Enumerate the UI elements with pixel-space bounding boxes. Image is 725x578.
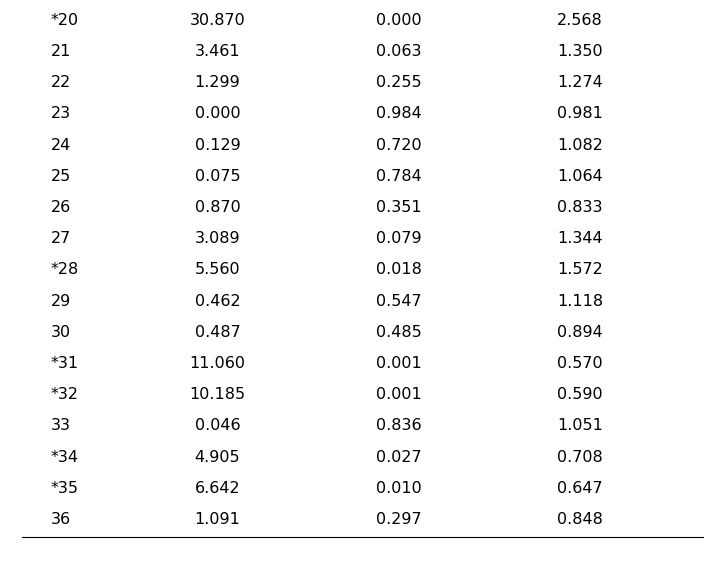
Text: 0.848: 0.848 [557, 512, 603, 527]
Text: 0.027: 0.027 [376, 450, 421, 465]
Text: 33: 33 [51, 418, 71, 434]
Text: 29: 29 [51, 294, 71, 309]
Text: 1.274: 1.274 [557, 75, 603, 90]
Text: 24: 24 [51, 138, 71, 153]
Text: 0.297: 0.297 [376, 512, 421, 527]
Text: 25: 25 [51, 169, 71, 184]
Text: 0.129: 0.129 [194, 138, 241, 153]
Text: 1.051: 1.051 [557, 418, 603, 434]
Text: 27: 27 [51, 231, 71, 246]
Text: 0.001: 0.001 [376, 356, 422, 371]
Text: 1.064: 1.064 [557, 169, 603, 184]
Text: *20: *20 [51, 13, 79, 28]
Text: 0.708: 0.708 [557, 450, 603, 465]
Text: 26: 26 [51, 200, 71, 215]
Text: 5.560: 5.560 [195, 262, 240, 277]
Text: 21: 21 [51, 44, 71, 59]
Text: 0.462: 0.462 [195, 294, 240, 309]
Text: 0.870: 0.870 [194, 200, 241, 215]
Text: 22: 22 [51, 75, 71, 90]
Text: 11.060: 11.060 [189, 356, 246, 371]
Text: 0.010: 0.010 [376, 481, 422, 496]
Text: 0.784: 0.784 [376, 169, 422, 184]
Text: 2.568: 2.568 [557, 13, 603, 28]
Text: 0.000: 0.000 [376, 13, 421, 28]
Text: 1.299: 1.299 [194, 75, 241, 90]
Text: 1.350: 1.350 [558, 44, 602, 59]
Text: 0.351: 0.351 [376, 200, 421, 215]
Text: 0.894: 0.894 [557, 325, 603, 340]
Text: 0.984: 0.984 [376, 106, 422, 121]
Text: 0.000: 0.000 [195, 106, 240, 121]
Text: 1.344: 1.344 [558, 231, 602, 246]
Text: *28: *28 [51, 262, 79, 277]
Text: 1.082: 1.082 [557, 138, 603, 153]
Text: 6.642: 6.642 [195, 481, 240, 496]
Text: 1.118: 1.118 [557, 294, 603, 309]
Text: *31: *31 [51, 356, 79, 371]
Text: 0.590: 0.590 [558, 387, 602, 402]
Text: 1.572: 1.572 [557, 262, 603, 277]
Text: 30: 30 [51, 325, 71, 340]
Text: 0.647: 0.647 [558, 481, 602, 496]
Text: 4.905: 4.905 [195, 450, 240, 465]
Text: 30.870: 30.870 [190, 13, 245, 28]
Text: 0.570: 0.570 [558, 356, 602, 371]
Text: 0.018: 0.018 [376, 262, 422, 277]
Text: 0.720: 0.720 [376, 138, 421, 153]
Text: 0.046: 0.046 [195, 418, 240, 434]
Text: 3.089: 3.089 [195, 231, 240, 246]
Text: *35: *35 [51, 481, 79, 496]
Text: 0.079: 0.079 [376, 231, 421, 246]
Text: 0.063: 0.063 [376, 44, 421, 59]
Text: 23: 23 [51, 106, 71, 121]
Text: 0.836: 0.836 [376, 418, 421, 434]
Text: *34: *34 [51, 450, 79, 465]
Text: 3.461: 3.461 [195, 44, 240, 59]
Text: 0.547: 0.547 [376, 294, 421, 309]
Text: 0.487: 0.487 [194, 325, 241, 340]
Text: 0.075: 0.075 [195, 169, 240, 184]
Text: 0.255: 0.255 [376, 75, 421, 90]
Text: 0.833: 0.833 [558, 200, 602, 215]
Text: 10.185: 10.185 [189, 387, 246, 402]
Text: *32: *32 [51, 387, 79, 402]
Text: 1.091: 1.091 [194, 512, 241, 527]
Text: 0.485: 0.485 [376, 325, 422, 340]
Text: 36: 36 [51, 512, 71, 527]
Text: 0.001: 0.001 [376, 387, 422, 402]
Text: 0.981: 0.981 [557, 106, 603, 121]
